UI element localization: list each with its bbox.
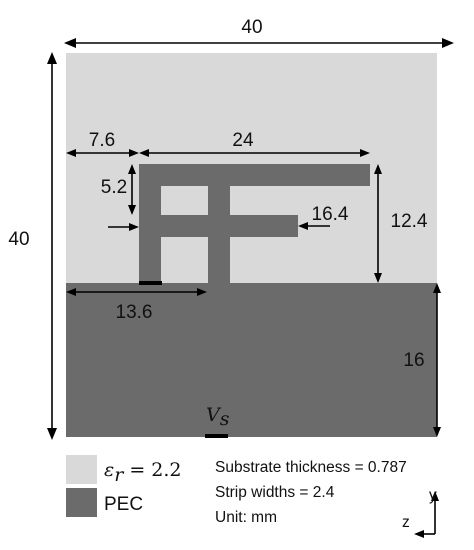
dim-mid-strip-label: 16.4	[312, 204, 349, 225]
dim-mid-strip	[298, 222, 330, 230]
axis-y-label: y	[429, 487, 437, 504]
legend-substrate-label: εr = 2.2	[104, 459, 182, 486]
dim-ground-offset-label: 13.6	[116, 302, 153, 323]
dim-ground-height	[433, 283, 441, 437]
dim-ground-offset	[66, 288, 207, 296]
legend-swatch-substrate	[66, 455, 97, 484]
axis-z-label: z	[402, 514, 410, 531]
dim-height-left	[47, 52, 57, 440]
legend-swatch-pec	[66, 488, 97, 517]
dim-height-left-label: 40	[8, 229, 29, 250]
antenna-patch	[139, 164, 370, 283]
dim-width-top	[64, 38, 454, 48]
middle-horizontal-strip	[139, 215, 298, 237]
top-strip	[139, 164, 370, 186]
dim-patch-height-label: 12.4	[391, 211, 428, 232]
dim-top-strip	[139, 149, 370, 157]
dim-gap-height-label: 5.2	[101, 177, 127, 198]
note-unit: Unit: mm	[215, 509, 277, 526]
dim-gap-height	[128, 164, 136, 215]
dim-offset-left-label: 7.6	[89, 130, 115, 151]
feed-port-upper	[139, 281, 162, 285]
feed-port-source	[205, 434, 228, 438]
dim-top-strip-label: 24	[232, 130, 254, 151]
note-strip-widths: Strip widths = 2.4	[215, 484, 335, 501]
note-substrate-thickness: Substrate thickness = 0.787	[215, 459, 407, 476]
dim-patch-height	[374, 164, 382, 283]
ground-plane	[66, 283, 437, 437]
dim-width-top-label: 40	[241, 17, 262, 38]
dim-ground-height-label: 16	[403, 350, 424, 371]
legend-pec-label: PEC	[104, 494, 143, 515]
dim-offset-left	[66, 149, 139, 157]
source-label: Vs	[206, 404, 230, 430]
pointer-left	[108, 223, 139, 231]
axes-indicator	[414, 491, 439, 538]
